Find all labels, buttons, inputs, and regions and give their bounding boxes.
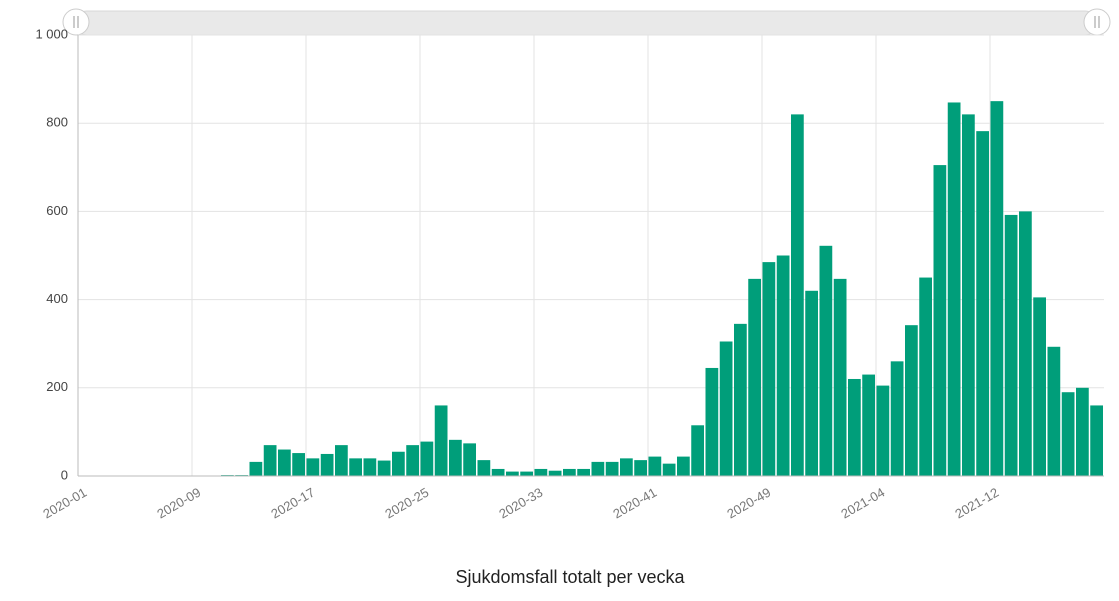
bar: [677, 457, 690, 476]
bar: [891, 361, 904, 476]
bar: [663, 464, 676, 476]
bar: [877, 386, 890, 476]
bar: [948, 102, 961, 476]
bar: [905, 325, 918, 476]
x-tick-label: 2021-12: [952, 485, 1001, 522]
x-tick-label: 2020-33: [496, 485, 545, 522]
bar: [307, 458, 320, 476]
bar: [549, 471, 562, 476]
bar: [848, 379, 861, 476]
bar: [335, 445, 348, 476]
bar: [691, 425, 704, 476]
bar: [406, 445, 419, 476]
bar: [1019, 211, 1032, 476]
x-tick-label: 2020-49: [724, 485, 773, 522]
bar: [620, 458, 633, 476]
bar: [435, 405, 448, 476]
bar: [934, 165, 947, 476]
x-tick-label: 2020-09: [154, 485, 203, 522]
y-tick-label: 600: [46, 203, 68, 218]
bar: [919, 278, 932, 476]
bar: [962, 114, 975, 476]
bar: [449, 440, 462, 476]
bar: [577, 469, 590, 476]
bar: [592, 462, 605, 476]
bar: [292, 453, 305, 476]
bar: [834, 279, 847, 476]
bar: [1033, 297, 1046, 476]
bar: [535, 469, 548, 476]
bar: [720, 341, 733, 476]
bar: [321, 454, 334, 476]
bar: [1076, 388, 1089, 476]
bar: [278, 450, 291, 476]
bar: [463, 443, 476, 476]
bar: [421, 442, 434, 476]
bar: [492, 469, 505, 476]
y-tick-label: 800: [46, 115, 68, 130]
bar: [1005, 215, 1018, 476]
y-tick-label: 400: [46, 291, 68, 306]
y-tick-label: 200: [46, 379, 68, 394]
bar: [748, 279, 761, 476]
bar: [805, 291, 818, 476]
x-tick-label: 2020-01: [40, 485, 89, 522]
x-tick-label: 2020-41: [610, 485, 659, 522]
bar: [563, 469, 576, 476]
bar: [976, 131, 989, 476]
bar: [1048, 347, 1061, 476]
y-tick-label: 0: [61, 467, 68, 482]
bar: [706, 368, 719, 476]
y-tick-label: 1 000: [35, 26, 68, 41]
bar: [478, 460, 491, 476]
bar: [520, 472, 533, 476]
bar: [734, 324, 747, 476]
bar: [364, 458, 377, 476]
bar: [634, 460, 647, 476]
bar: [264, 445, 277, 476]
bar: [349, 458, 362, 476]
bar: [862, 375, 875, 476]
scrollbar[interactable]: [75, 11, 1097, 35]
bar: [506, 472, 519, 476]
bar: [1090, 405, 1103, 476]
bar: [763, 262, 776, 476]
bar: [606, 462, 619, 476]
bar: [250, 462, 263, 476]
bar: [649, 457, 662, 476]
x-tick-label: 2021-04: [838, 485, 887, 522]
bar: [991, 101, 1004, 476]
x-tick-label: 2020-17: [268, 485, 317, 522]
bar: [392, 452, 405, 476]
bar: [791, 114, 804, 476]
chart-title: Sjukdomsfall totalt per vecka: [455, 567, 685, 587]
bar: [378, 461, 391, 476]
bar: [777, 256, 790, 477]
bar: [1062, 392, 1075, 476]
bar: [820, 246, 833, 476]
scroll-handle-right[interactable]: [1084, 9, 1110, 35]
x-tick-label: 2020-25: [382, 485, 431, 522]
